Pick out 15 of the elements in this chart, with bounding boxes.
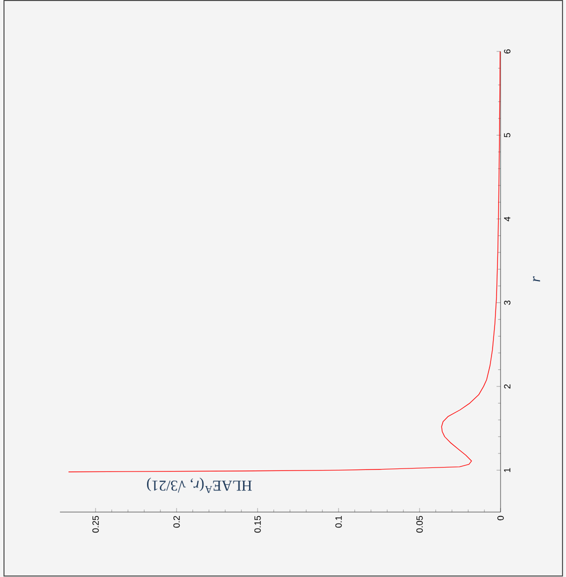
x-axis-title: HLAE$^{A}$(r, √3/21) (147, 478, 252, 493)
line-series (68, 51, 501, 472)
x-tick-label: 0.25 (92, 516, 100, 533)
x-tick-label: 0.15 (254, 516, 261, 533)
x-tick-label: 0.05 (416, 516, 423, 533)
y-tick-label: 2 (504, 384, 511, 388)
y-axis-title: r (533, 276, 540, 282)
x-tick-label: 0 (498, 516, 504, 520)
x-tick-label: 0.2 (174, 516, 180, 528)
y-tick-label: 1 (504, 468, 510, 472)
y-tick-label: 4 (504, 216, 510, 222)
x-tick-label: 0.1 (336, 516, 342, 528)
y-tick-label: 3 (504, 300, 511, 305)
y-tick-label: 5 (504, 133, 511, 138)
y-tick-label: 6 (504, 49, 511, 54)
